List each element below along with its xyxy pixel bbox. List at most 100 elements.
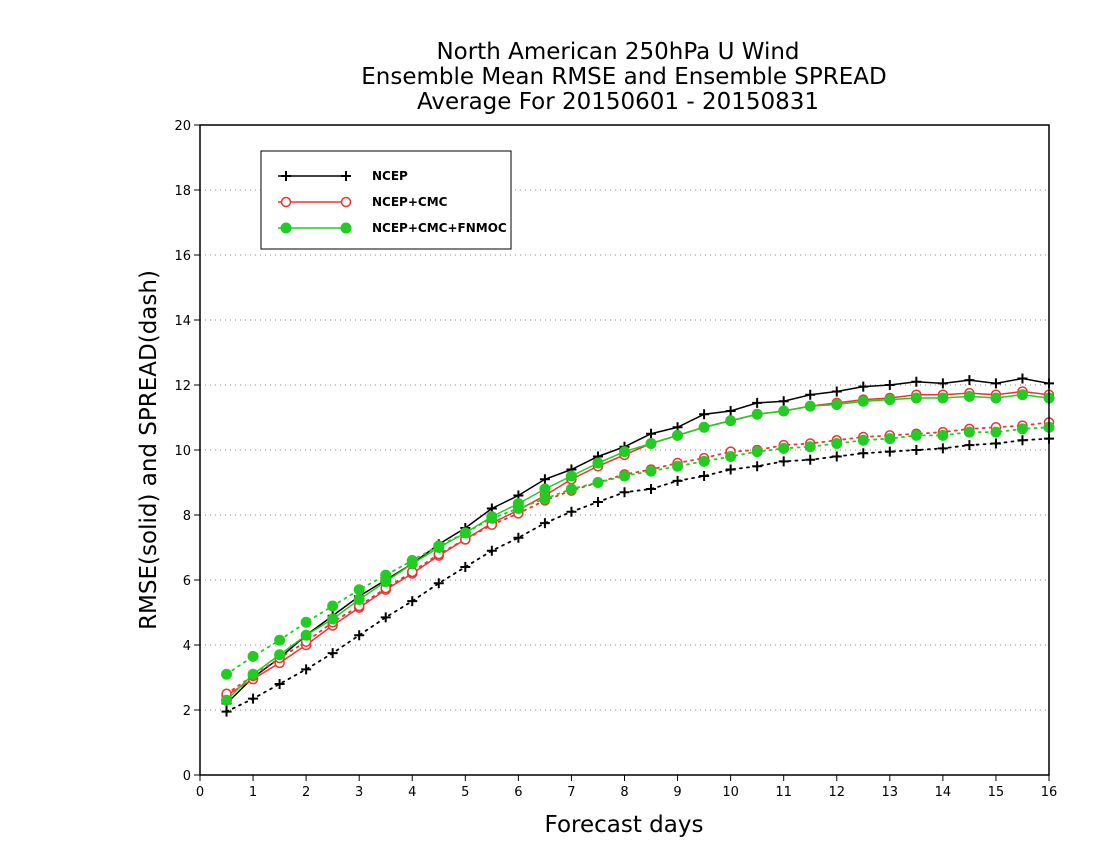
rmse-point-ncep <box>990 378 1001 389</box>
spread-point-ncep-cmc-fnmoc <box>937 429 949 441</box>
spread-point-ncep-cmc-fnmoc <box>300 616 312 628</box>
x-tick-label: 14 <box>935 785 952 800</box>
spread-point-ncep <box>460 562 471 572</box>
chart-title: North American 250hPa U Wind Ensemble Me… <box>361 39 886 115</box>
legend-item-ncep-cmc: NCEP+CMC <box>278 195 448 209</box>
spread-point-ncep-cmc-fnmoc <box>804 441 816 453</box>
legend-marker <box>280 222 292 234</box>
rmse-point-ncep <box>964 375 975 386</box>
spread-point-ncep <box>566 506 577 517</box>
spread-point-ncep-cmc-fnmoc <box>778 442 790 454</box>
y-tick-label: 18 <box>174 184 191 199</box>
spread-point-ncep <box>248 693 259 704</box>
spread-point-ncep <box>884 446 895 457</box>
rmse-point-ncep <box>1017 373 1028 384</box>
rmse-point-ncep-cmc-fnmoc <box>300 629 312 641</box>
x-tick-label: 15 <box>988 785 1005 800</box>
series-ncep-cmc-fnmoc <box>221 389 1055 706</box>
legend-label: NCEP+CMC <box>372 195 448 209</box>
spread-point-ncep-cmc-fnmoc <box>565 483 577 495</box>
legend-box <box>260 150 512 250</box>
rmse-point-ncep <box>699 409 710 420</box>
spread-point-ncep <box>354 630 365 641</box>
spread-point-ncep-cmc-fnmoc <box>274 634 286 646</box>
spread-point-ncep <box>380 612 391 623</box>
rmse-point-ncep-cmc-fnmoc <box>725 415 737 427</box>
spread-point-ncep <box>831 451 842 462</box>
rmse-point-ncep-cmc-fnmoc <box>963 390 975 402</box>
spread-point-ncep-cmc-fnmoc <box>884 433 896 445</box>
spread-point-ncep <box>858 448 869 459</box>
rmse-point-ncep <box>884 380 895 390</box>
x-tick-label: 12 <box>828 785 845 800</box>
rmse-point-ncep <box>831 386 842 397</box>
rmse-point-ncep <box>646 428 657 439</box>
spread-point-ncep-cmc-fnmoc <box>512 503 524 514</box>
spread-point-ncep <box>752 461 763 472</box>
x-tick-label: 0 <box>196 785 204 800</box>
rmse-point-ncep <box>752 397 763 408</box>
spread-point-ncep-cmc-fnmoc <box>645 465 657 477</box>
rmse-point-ncep-cmc-fnmoc <box>619 446 630 458</box>
spread-point-ncep <box>513 532 524 543</box>
x-tick-label: 8 <box>620 785 628 800</box>
rmse-point-ncep <box>858 381 869 392</box>
spread-point-ncep-cmc-fnmoc <box>963 426 975 438</box>
rmse-point-ncep <box>539 474 550 485</box>
x-tick-label: 7 <box>567 785 575 800</box>
rmse-point-ncep-cmc-fnmoc <box>698 421 710 433</box>
x-tick-label: 16 <box>1041 785 1058 800</box>
rmse-point-ncep-cmc-fnmoc <box>247 668 259 680</box>
rmse-point-ncep-cmc-fnmoc <box>353 594 365 605</box>
rmse-point-ncep-cmc-fnmoc <box>274 649 286 661</box>
rmse-point-ncep-cmc-fnmoc <box>778 405 790 417</box>
rmse-point-ncep-cmc-fnmoc <box>884 394 896 406</box>
rmse-point-ncep-cmc-fnmoc <box>937 392 949 404</box>
rmse-point-ncep <box>911 376 922 387</box>
spread-point-ncep-cmc-fnmoc <box>910 429 922 441</box>
legend-label: NCEP+CMC+FNMOC <box>372 221 507 235</box>
spread-point-ncep <box>937 443 948 454</box>
rmse-point-ncep <box>725 406 736 416</box>
spread-point-ncep <box>725 464 736 475</box>
spread-line-ncep-cmc <box>225 421 1050 695</box>
rmse-point-ncep-cmc-fnmoc <box>751 408 763 420</box>
spread-point-ncep-cmc-fnmoc <box>592 477 604 488</box>
spread-point-ncep <box>990 438 1001 449</box>
spread-point-ncep <box>619 487 630 498</box>
rmse-point-ncep-cmc-fnmoc <box>1016 389 1028 401</box>
legend: NCEP NCEP+CMC NCEP+CMC+FNMOC <box>260 150 512 250</box>
rmse-point-ncep-cmc-fnmoc <box>804 400 816 412</box>
x-tick-label: 5 <box>461 785 469 800</box>
rmse-point-ncep-cmc-fnmoc <box>990 392 1002 404</box>
spread-point-ncep <box>911 445 922 455</box>
rmse-point-ncep-cmc-fnmoc <box>857 395 869 407</box>
spread-point-ncep <box>221 706 232 717</box>
x-tick-label: 2 <box>302 785 310 800</box>
rmse-point-ncep <box>805 389 816 400</box>
legend-item-ncep: NCEP <box>278 169 408 183</box>
spread-point-ncep <box>1017 435 1028 446</box>
spread-line-ncep-cmc-fnmoc <box>225 426 1050 676</box>
rmse-line-ncep-cmc <box>226 390 1050 697</box>
spread-point-ncep-cmc-fnmoc <box>990 426 1002 438</box>
rmse-point-ncep-cmc-fnmoc <box>910 392 922 404</box>
spread-point-ncep <box>699 471 710 481</box>
legend-marker <box>340 222 352 234</box>
y-tick-label: 10 <box>174 444 191 459</box>
rmse-point-ncep <box>937 378 948 389</box>
spread-point-ncep-cmc-fnmoc <box>725 451 737 462</box>
x-tick-label: 3 <box>355 785 363 800</box>
spread-point-ncep-cmc-fnmoc <box>539 493 551 505</box>
y-tick-label: 14 <box>174 314 191 329</box>
spread-point-ncep <box>964 440 975 451</box>
spread-point-ncep <box>301 664 312 675</box>
spread-point-ncep <box>274 679 285 689</box>
rmse-point-ncep-cmc-fnmoc <box>645 438 657 449</box>
rmse-point-ncep-cmc-fnmoc <box>221 694 233 706</box>
spread-point-ncep-cmc-fnmoc <box>831 438 843 449</box>
series-ncep <box>221 373 1054 717</box>
spread-point-ncep <box>486 545 497 556</box>
